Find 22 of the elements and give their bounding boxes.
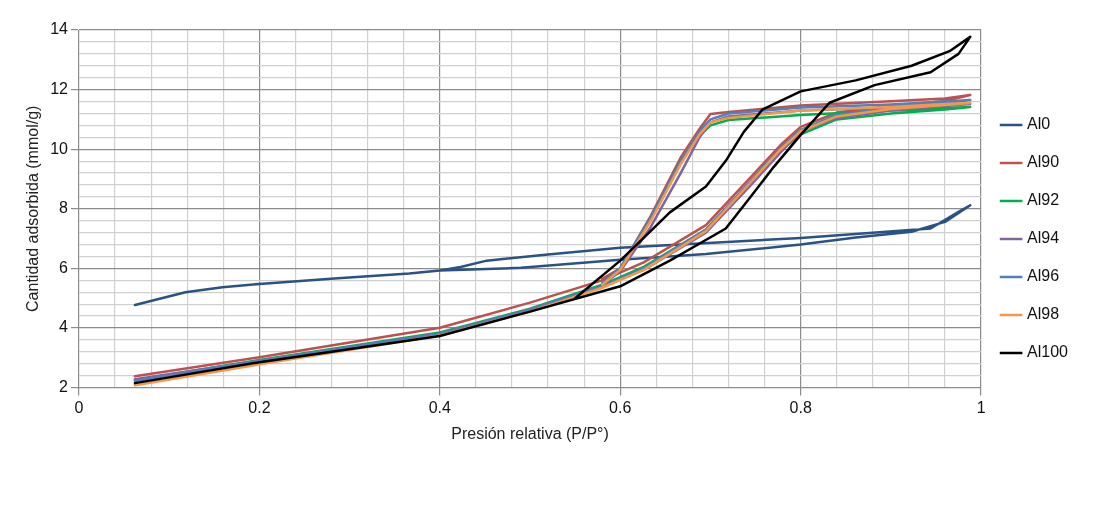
legend-label: Al0 [1027, 115, 1051, 133]
x-tick-label: 0 [74, 398, 84, 416]
y-tick-label: 8 [59, 199, 69, 217]
y-tick-label: 4 [59, 318, 69, 336]
legend-label: Al100 [1027, 343, 1069, 361]
legend-label: Al90 [1027, 153, 1060, 171]
x-tick-label: 0.6 [609, 398, 632, 416]
y-tick-label: 6 [59, 258, 69, 276]
legend-label: Al96 [1027, 267, 1060, 285]
y-tick-label: 2 [59, 378, 69, 396]
x-tick-label: 0.4 [428, 398, 452, 416]
x-tick-label: 0.2 [248, 398, 271, 416]
y-tick-label: 14 [50, 20, 69, 38]
y-tick-label: 10 [50, 139, 69, 157]
legend-label: Al92 [1027, 191, 1060, 209]
x-axis-title: Presión relativa (P/P°) [451, 424, 609, 442]
legend-label: Al98 [1027, 305, 1060, 323]
x-tick-label: 0.8 [789, 398, 812, 416]
legend-label: Al94 [1027, 229, 1060, 247]
y-axis-title: Cantidad adsorbida (mmol/g) [24, 105, 42, 312]
x-tick-label: 1 [976, 398, 986, 416]
y-tick-label: 12 [50, 80, 69, 98]
